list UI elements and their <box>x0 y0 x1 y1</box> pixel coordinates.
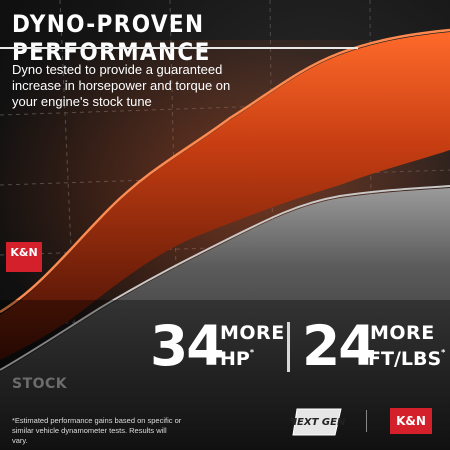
svg-text:K&N: K&N <box>10 246 37 259</box>
kn-footer-logo-icon: K&N <box>390 408 432 434</box>
torque-more-label: MORE <box>370 322 435 344</box>
kn-curve <box>0 32 450 360</box>
subtitle-text: Dyno tested to provide a guaranteed incr… <box>12 62 231 109</box>
kn-logo-icon: K&N <box>6 242 42 272</box>
hp-unit-label: HP* <box>220 348 255 370</box>
svg-text:K&N: K&N <box>396 414 426 428</box>
hp-more-label: MORE <box>220 322 285 344</box>
hp-asterisk: * <box>249 348 255 357</box>
logo-divider <box>366 410 367 432</box>
disclaimer-text: *Estimated performance gains based on sp… <box>12 416 182 445</box>
stats-divider <box>287 322 290 372</box>
hp-gain-value: 34 <box>150 314 225 378</box>
stock-curve <box>0 188 450 450</box>
stock-label: STOCK <box>12 376 68 392</box>
torque-unit-label: FT/LBS* <box>368 348 446 370</box>
title-underline <box>0 47 358 49</box>
svg-text:NEXT GEN: NEXT GEN <box>291 417 345 428</box>
page-title: DYNO-PROVEN PERFORMANCE <box>12 10 211 66</box>
torque-gain-value: 24 <box>302 314 377 378</box>
torque-asterisk: * <box>441 348 446 357</box>
nexgen-logo-icon: NEXT GEN <box>291 408 345 436</box>
